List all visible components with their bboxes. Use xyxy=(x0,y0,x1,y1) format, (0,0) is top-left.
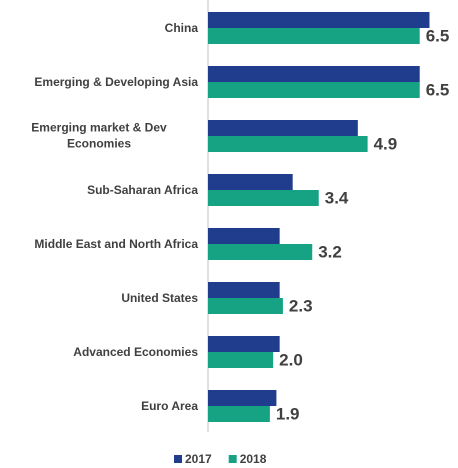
bar xyxy=(208,82,420,98)
category-label: Euro Area xyxy=(0,397,198,415)
legend-swatch xyxy=(174,455,182,463)
legend-label: 2018 xyxy=(240,452,267,466)
category-text: Emerging market & Dev Economies xyxy=(31,120,167,151)
bar xyxy=(208,66,420,82)
bar xyxy=(208,298,283,314)
legend-label: 2017 xyxy=(185,452,212,466)
category-text: Advanced Economies xyxy=(73,345,198,359)
value-label: 2.0 xyxy=(279,350,303,369)
bar xyxy=(208,136,368,152)
category-text: Middle East and North Africa xyxy=(34,237,198,251)
bar xyxy=(208,406,270,422)
value-label: 4.9 xyxy=(374,134,398,153)
category-label: Advanced Economies xyxy=(0,343,198,361)
value-label: 3.2 xyxy=(318,242,342,261)
category-text: Euro Area xyxy=(141,399,198,413)
category-text: China xyxy=(164,21,198,35)
bar xyxy=(208,120,358,136)
category-label: China xyxy=(0,19,198,37)
bar xyxy=(208,282,280,298)
bar xyxy=(208,390,277,406)
bar xyxy=(208,12,430,28)
category-label: Middle East and North Africa xyxy=(0,235,198,253)
value-label: 2.3 xyxy=(289,296,313,315)
bar xyxy=(208,190,319,206)
category-text: Sub-Saharan Africa xyxy=(87,183,198,197)
value-label: 6.5 xyxy=(426,80,450,99)
category-label: Sub-Saharan Africa xyxy=(0,181,198,199)
bar xyxy=(208,336,280,352)
bar xyxy=(208,28,420,44)
bar xyxy=(208,352,274,368)
category-text: Emerging & Developing Asia xyxy=(34,75,198,89)
category-label: Emerging market & Dev Economies xyxy=(0,120,198,153)
category-text: United States xyxy=(121,291,198,305)
bar xyxy=(208,174,293,190)
value-label: 1.9 xyxy=(276,404,300,423)
value-label: 3.4 xyxy=(325,188,349,207)
bar xyxy=(208,244,313,260)
category-label: Emerging & Developing Asia xyxy=(0,73,198,91)
value-label: 6.5 xyxy=(426,26,450,45)
category-label: United States xyxy=(0,289,198,307)
bar xyxy=(208,228,280,244)
legend-swatch xyxy=(228,455,237,463)
